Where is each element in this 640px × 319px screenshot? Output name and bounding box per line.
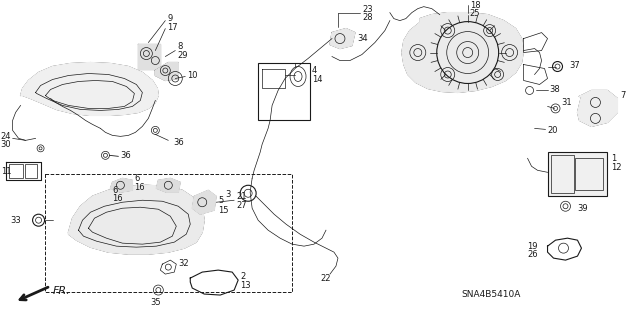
Text: 32: 32: [179, 259, 189, 268]
Text: 16: 16: [113, 194, 123, 203]
Polygon shape: [402, 13, 524, 93]
Polygon shape: [156, 178, 180, 192]
Text: 1: 1: [611, 154, 617, 163]
Text: 30: 30: [1, 140, 12, 149]
Text: 3: 3: [225, 190, 230, 199]
Text: 26: 26: [527, 250, 538, 259]
Polygon shape: [192, 190, 216, 214]
Text: 5: 5: [218, 196, 223, 205]
Bar: [24, 164, 36, 178]
Text: 33: 33: [10, 216, 20, 225]
Text: 21: 21: [236, 192, 246, 201]
Text: 27: 27: [236, 201, 247, 210]
Polygon shape: [156, 63, 179, 80]
Bar: [8, 164, 22, 178]
Text: 36: 36: [120, 151, 131, 160]
Text: 31: 31: [561, 98, 572, 107]
Text: 39: 39: [577, 204, 588, 213]
Text: 2: 2: [240, 271, 245, 281]
Text: 16: 16: [134, 183, 145, 192]
Text: 37: 37: [570, 61, 580, 70]
Text: 29: 29: [177, 51, 188, 60]
Text: 28: 28: [362, 13, 372, 22]
Text: 9: 9: [167, 14, 173, 23]
Bar: [548, 152, 607, 196]
Text: 6: 6: [134, 174, 140, 183]
Text: 23: 23: [362, 5, 372, 14]
Text: 24: 24: [1, 132, 11, 141]
Text: 17: 17: [167, 23, 178, 32]
Text: 34: 34: [357, 34, 367, 43]
Text: 36: 36: [173, 138, 184, 147]
Polygon shape: [68, 185, 204, 254]
Text: FR.: FR.: [52, 286, 70, 296]
Text: 12: 12: [611, 163, 622, 172]
Text: 19: 19: [527, 242, 538, 251]
Text: 4: 4: [312, 66, 317, 75]
Text: 20: 20: [548, 126, 558, 135]
Text: 22: 22: [320, 274, 330, 283]
Polygon shape: [138, 44, 161, 69]
Text: 25: 25: [470, 9, 480, 18]
Bar: [45, 174, 292, 292]
Text: 14: 14: [312, 75, 323, 84]
Polygon shape: [330, 29, 355, 48]
Text: 6: 6: [113, 186, 118, 195]
Text: 13: 13: [240, 281, 251, 290]
Polygon shape: [20, 63, 158, 115]
Text: 11: 11: [1, 167, 11, 176]
Text: 8: 8: [177, 42, 182, 51]
Bar: [575, 158, 604, 190]
Text: 38: 38: [550, 85, 560, 94]
Polygon shape: [577, 91, 618, 126]
Text: 18: 18: [470, 1, 480, 10]
Polygon shape: [111, 178, 132, 192]
Text: 35: 35: [150, 298, 161, 307]
Text: SNA4B5410A: SNA4B5410A: [461, 290, 521, 299]
Bar: [258, 63, 310, 120]
Bar: [550, 155, 575, 193]
Text: 7: 7: [620, 91, 626, 100]
Text: 15: 15: [218, 206, 228, 215]
Text: 10: 10: [188, 71, 198, 80]
